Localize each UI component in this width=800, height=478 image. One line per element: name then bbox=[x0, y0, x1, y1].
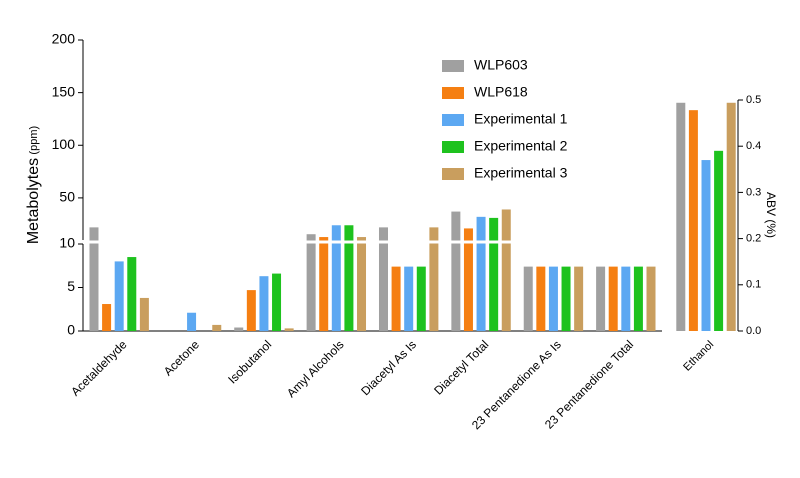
bar bbox=[391, 266, 401, 331]
x-tick-label: Diacetyl As Is bbox=[358, 337, 419, 398]
y-axis-title: Metabolytes (ppm) bbox=[25, 126, 42, 244]
bar bbox=[357, 237, 367, 331]
legend-label: WLP603 bbox=[474, 57, 528, 73]
bar bbox=[114, 261, 124, 331]
y2-tick-label: 0.3 bbox=[746, 186, 761, 198]
bar bbox=[726, 102, 736, 331]
y-tick-label: 100 bbox=[52, 136, 76, 152]
legend-label: Experimental 3 bbox=[474, 165, 568, 181]
bar bbox=[574, 266, 584, 331]
bar bbox=[259, 276, 269, 331]
bar bbox=[548, 266, 558, 331]
bar bbox=[127, 257, 137, 331]
bar bbox=[331, 225, 341, 331]
bar bbox=[416, 266, 426, 331]
y2-axis-title: ABV (%) bbox=[764, 192, 778, 238]
y2-tick-label: 0.1 bbox=[746, 279, 761, 291]
bar bbox=[536, 266, 546, 331]
bar bbox=[646, 266, 656, 331]
bar bbox=[561, 266, 571, 331]
bar bbox=[139, 297, 149, 331]
bar bbox=[621, 266, 631, 331]
bar bbox=[701, 160, 711, 331]
y2-tick-label: 0.4 bbox=[746, 140, 761, 152]
x-tick-label: Acetone bbox=[161, 337, 202, 378]
bar bbox=[89, 227, 99, 331]
y-tick-label: 0 bbox=[67, 322, 75, 338]
bar bbox=[523, 266, 533, 331]
legend-swatch bbox=[442, 168, 464, 180]
bar bbox=[633, 266, 643, 331]
legend-swatch bbox=[442, 87, 464, 99]
x-tick-label: Ethanol bbox=[681, 339, 716, 374]
x-tick-label: Isobutanol bbox=[225, 337, 274, 386]
y-tick-label: 10 bbox=[59, 235, 75, 251]
legend-label: Experimental 1 bbox=[474, 111, 568, 127]
y-unit: (ppm) bbox=[28, 126, 40, 155]
bar bbox=[714, 150, 724, 331]
legend-label: WLP618 bbox=[474, 84, 528, 100]
x-tick-label: Acetaldehyde bbox=[68, 337, 130, 399]
bar bbox=[102, 304, 112, 331]
legend-label: Experimental 2 bbox=[474, 138, 568, 154]
bar bbox=[284, 328, 294, 331]
y-tick-label: 200 bbox=[52, 31, 76, 47]
y2-tick-label: 0.2 bbox=[746, 233, 761, 245]
bar bbox=[608, 266, 618, 331]
legend-swatch bbox=[442, 141, 464, 153]
bar bbox=[187, 312, 197, 331]
bar bbox=[676, 102, 686, 331]
x-tick-label: Amyl Alcohols bbox=[284, 337, 347, 400]
bar bbox=[404, 266, 414, 331]
bar bbox=[306, 234, 316, 331]
bar bbox=[234, 327, 244, 331]
y-label: Metabolytes bbox=[25, 158, 42, 244]
y2-tick-label: 0.0 bbox=[746, 325, 761, 337]
legend-swatch bbox=[442, 114, 464, 126]
bar bbox=[429, 227, 439, 331]
bar bbox=[378, 227, 388, 331]
y-tick-label: 150 bbox=[52, 83, 76, 99]
bar bbox=[476, 216, 486, 331]
axis-break bbox=[77, 240, 662, 244]
x-tick-label: Diacetyl Total bbox=[431, 337, 491, 397]
bar bbox=[246, 290, 256, 331]
bar bbox=[319, 237, 329, 331]
bar bbox=[451, 211, 461, 331]
y-tick-label: 5 bbox=[67, 278, 75, 294]
bar bbox=[463, 228, 473, 331]
bar bbox=[501, 209, 511, 331]
bar bbox=[688, 110, 698, 331]
y2-tick-label: 0.5 bbox=[746, 94, 761, 106]
bar bbox=[272, 273, 282, 331]
y-tick-label: 50 bbox=[59, 189, 75, 205]
legend-swatch bbox=[442, 60, 464, 72]
bar bbox=[489, 217, 499, 331]
bar bbox=[344, 225, 354, 331]
bar bbox=[596, 266, 606, 331]
bar bbox=[212, 324, 222, 331]
